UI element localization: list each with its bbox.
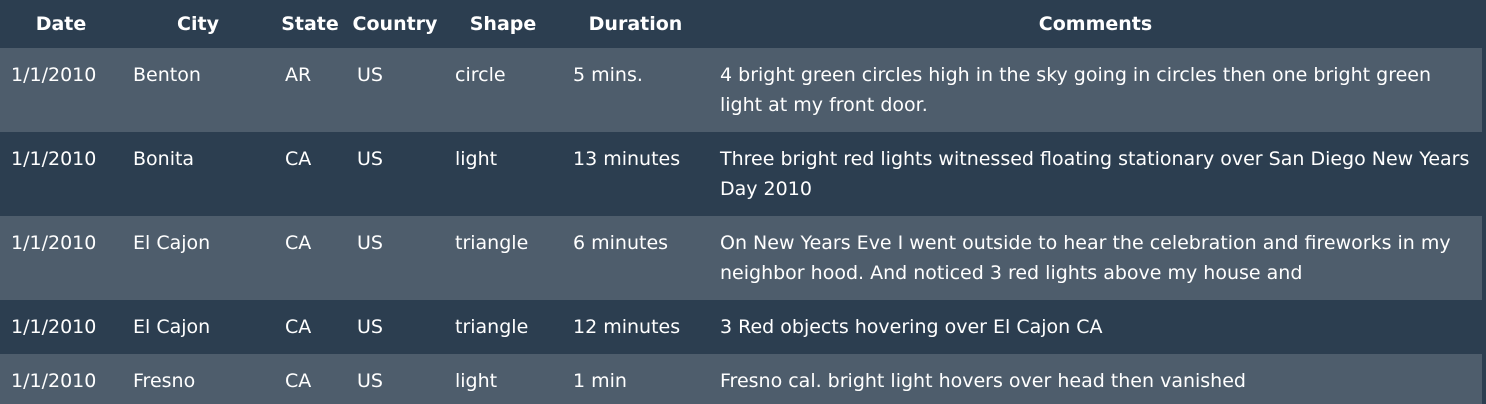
cell-comments: 3 Red objects hovering over El Cajon CA bbox=[720, 316, 1103, 338]
cell-date: 1/1/2010 bbox=[11, 64, 97, 86]
header-city[interactable]: City bbox=[122, 0, 274, 48]
cell-state: CA bbox=[285, 370, 312, 392]
cell-date: 1/1/2010 bbox=[11, 370, 97, 392]
cell-country: US bbox=[357, 64, 383, 86]
header-row: Date City State Country Shape Duration C… bbox=[0, 0, 1482, 48]
cell-duration: 5 mins. bbox=[573, 64, 643, 86]
cell-duration: 6 minutes bbox=[573, 232, 669, 254]
cell-date: 1/1/2010 bbox=[11, 316, 97, 338]
cell-shape: light bbox=[455, 148, 498, 170]
table-row: 1/1/2010 El Cajon CA US triangle 12 minu… bbox=[0, 300, 1482, 354]
cell-country: US bbox=[357, 148, 383, 170]
cell-shape: light bbox=[455, 370, 498, 392]
cell-date: 1/1/2010 bbox=[11, 148, 97, 170]
cell-city: Bonita bbox=[133, 148, 195, 170]
cell-duration: 13 minutes bbox=[573, 148, 681, 170]
table-body: 1/1/2010 Benton AR US circle 5 mins. 4 b… bbox=[0, 48, 1482, 404]
cell-state: AR bbox=[285, 64, 312, 86]
cell-country: US bbox=[357, 316, 383, 338]
table-row: 1/1/2010 Benton AR US circle 5 mins. 4 b… bbox=[0, 48, 1482, 132]
cell-state: CA bbox=[285, 316, 312, 338]
cell-state: CA bbox=[285, 232, 312, 254]
table-row: 1/1/2010 Bonita CA US light 13 minutes T… bbox=[0, 132, 1482, 216]
cell-city: El Cajon bbox=[133, 232, 211, 254]
cell-state: CA bbox=[285, 148, 312, 170]
header-date[interactable]: Date bbox=[0, 0, 122, 48]
cell-shape: circle bbox=[455, 64, 506, 86]
cell-duration: 12 minutes bbox=[573, 316, 681, 338]
cell-duration: 1 min bbox=[573, 370, 627, 392]
cell-comments: 4 bright green circles high in the sky g… bbox=[720, 64, 1432, 116]
table-row: 1/1/2010 Fresno CA US light 1 min Fresno… bbox=[0, 354, 1482, 404]
cell-comments: Fresno cal. bright light hovers over hea… bbox=[720, 370, 1246, 392]
cell-city: Benton bbox=[133, 64, 201, 86]
table-header: Date City State Country Shape Duration C… bbox=[0, 0, 1482, 48]
table-row: 1/1/2010 El Cajon CA US triangle 6 minut… bbox=[0, 216, 1482, 300]
cell-comments: On New Years Eve I went outside to hear … bbox=[720, 232, 1451, 284]
cell-shape: triangle bbox=[455, 316, 529, 338]
cell-country: US bbox=[357, 232, 383, 254]
header-comments[interactable]: Comments bbox=[709, 0, 1482, 48]
cell-city: Fresno bbox=[133, 370, 196, 392]
cell-city: El Cajon bbox=[133, 316, 211, 338]
header-country[interactable]: Country bbox=[346, 0, 444, 48]
header-duration[interactable]: Duration bbox=[562, 0, 709, 48]
cell-comments: Three bright red lights witnessed floati… bbox=[720, 148, 1470, 200]
cell-shape: triangle bbox=[455, 232, 529, 254]
header-shape[interactable]: Shape bbox=[444, 0, 562, 48]
cell-date: 1/1/2010 bbox=[11, 232, 97, 254]
header-state[interactable]: State bbox=[274, 0, 346, 48]
cell-country: US bbox=[357, 370, 383, 392]
